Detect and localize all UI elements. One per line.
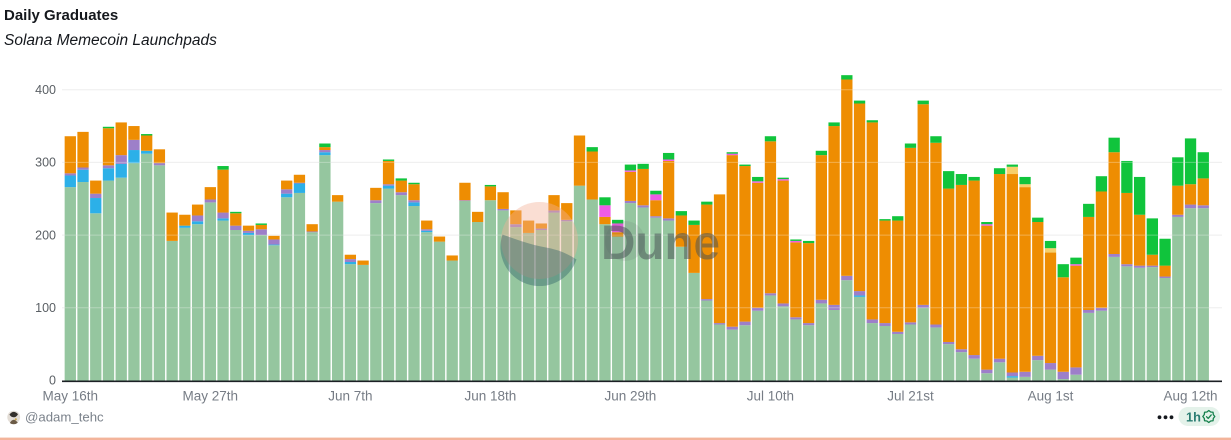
svg-text:Jul 10th: Jul 10th	[747, 389, 794, 404]
svg-text:Aug 12th: Aug 12th	[1163, 389, 1217, 404]
svg-text:Jun 18th: Jun 18th	[465, 389, 517, 404]
svg-text:200: 200	[35, 228, 56, 242]
svg-text:May 16th: May 16th	[43, 389, 99, 404]
svg-text:0: 0	[49, 374, 56, 388]
svg-text:Dune: Dune	[601, 217, 720, 270]
svg-text:May 27th: May 27th	[183, 389, 239, 404]
svg-text:Jun 7th: Jun 7th	[328, 389, 372, 404]
svg-text:100: 100	[35, 301, 56, 315]
svg-text:@adam_tehc: @adam_tehc	[25, 409, 104, 424]
svg-text:Aug 1st: Aug 1st	[1028, 389, 1074, 404]
svg-text:300: 300	[35, 156, 56, 170]
svg-text:Jun 29th: Jun 29th	[605, 389, 657, 404]
svg-text:1h: 1h	[1186, 409, 1201, 424]
svg-text:Jul 21st: Jul 21st	[887, 389, 934, 404]
svg-text:400: 400	[35, 83, 56, 97]
